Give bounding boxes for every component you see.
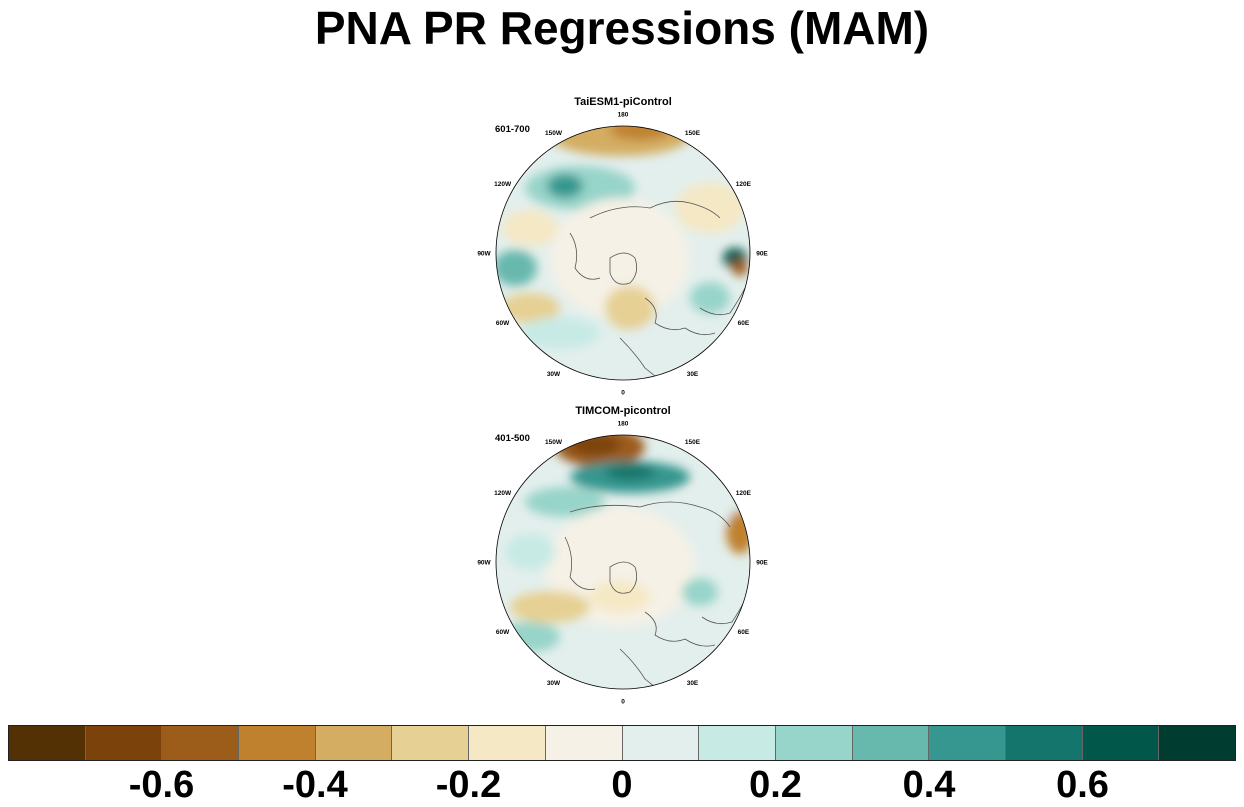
longitude-label: 30E [687, 680, 699, 687]
colorbar-segment [545, 726, 623, 760]
panel-period: 601-700 [495, 124, 530, 135]
map-panel-taiesm1: TaiESM1-piControl 601-700 [470, 96, 776, 397]
longitude-label: 150E [685, 439, 701, 446]
longitude-label: 60W [496, 320, 510, 327]
longitude-label: 60E [738, 629, 750, 636]
colorbar-segment [469, 726, 546, 760]
colorbar-segment [392, 726, 470, 760]
colorbar-segment [929, 726, 1006, 760]
longitude-label: 90W [477, 251, 491, 258]
longitude-label: 180 [618, 112, 629, 119]
colorbar-tick-label: -0.2 [435, 764, 502, 806]
longitude-label: 30E [687, 371, 699, 378]
colorbar-segment [315, 726, 393, 760]
colorbar-segment [1005, 726, 1083, 760]
longitude-label: 150W [545, 130, 563, 137]
colorbar-segment [9, 726, 86, 760]
colorbar-segment [852, 726, 930, 760]
colorbar-segment [699, 726, 776, 760]
colorbar-tick-label: 0.2 [749, 764, 802, 806]
longitude-label: 30W [547, 680, 561, 687]
longitude-label: 0 [621, 699, 625, 706]
longitude-labels: 180 150E 120E 90E 60E 30E 0 30W 60W 90W 120W 150W [477, 421, 768, 706]
longitude-label: 0 [621, 390, 625, 397]
panel-title: TIMCOM-picontrol [575, 405, 671, 417]
longitude-label: 90E [756, 560, 768, 567]
panel-title: TaiESM1-piControl [574, 96, 672, 108]
longitude-label: 150E [685, 130, 701, 137]
longitude-label: 120E [736, 181, 752, 188]
polar-map: 180 150E 120E 90E 60E 30E 0 30W 60W 90W 120W 150W [477, 421, 768, 706]
colorbar-tick-label: -0.6 [128, 764, 195, 806]
longitude-label: 90E [756, 251, 768, 258]
colorbar-tick-label: -0.4 [282, 764, 348, 806]
longitude-label: 180 [618, 421, 629, 428]
map-panel-timcom: TIMCOM-picontrol 401-500 [470, 405, 776, 706]
longitude-label: 120E [736, 490, 752, 497]
colorbar [8, 725, 1236, 761]
colorbar-segment [1159, 726, 1235, 760]
colorbar-segment [162, 726, 240, 760]
longitude-labels: 180 150E 120E 90E 60E 30E 0 30W 60W 90W 120W 150W [477, 112, 768, 397]
polar-map: 180 150E 120E 90E 60E 30E 0 30W 60W 90W 120W 150W [477, 112, 768, 397]
longitude-label: 90W [477, 560, 491, 567]
colorbar-tick-label: 0.6 [1056, 764, 1109, 806]
colorbar-segment [85, 726, 163, 760]
colorbar-segment [775, 726, 853, 760]
colorbar-segment [239, 726, 316, 760]
longitude-label: 150W [545, 439, 563, 446]
panel-period: 401-500 [495, 433, 530, 444]
longitude-label: 120W [494, 490, 512, 497]
longitude-label: 30W [547, 371, 561, 378]
longitude-label: 60E [738, 320, 750, 327]
figure-title: PNA PR Regressions (MAM) [314, 2, 930, 54]
longitude-label: 120W [494, 181, 512, 188]
colorbar-segment [622, 726, 700, 760]
longitude-label: 60W [496, 629, 510, 636]
colorbar-tick-label: 0 [611, 764, 633, 806]
colorbar-segment [1082, 726, 1160, 760]
colorbar-tick-label: 0.4 [902, 764, 956, 806]
